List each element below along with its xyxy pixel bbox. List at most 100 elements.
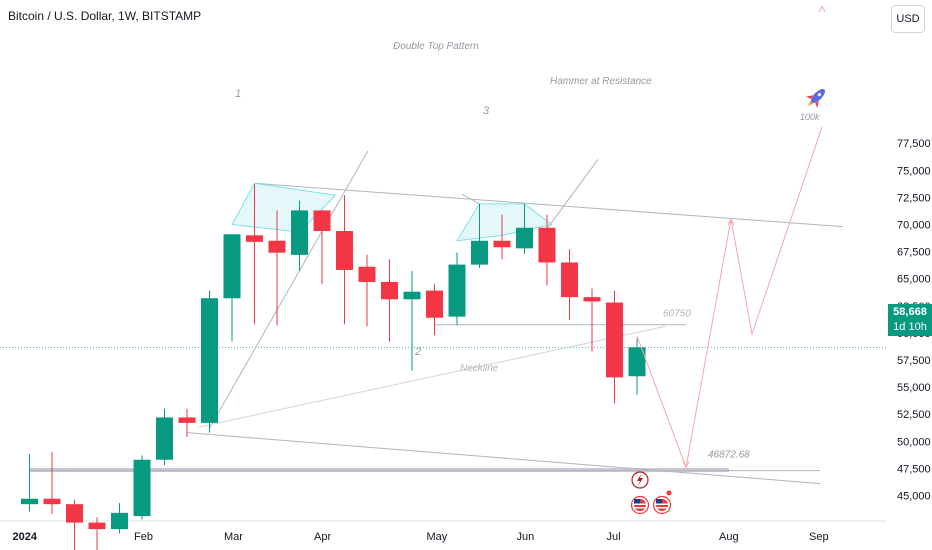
candle-body <box>358 266 376 282</box>
diagonal-line[interactable] <box>209 150 369 429</box>
candle[interactable] <box>156 408 173 466</box>
candle[interactable] <box>21 454 38 512</box>
candle-body <box>561 262 578 298</box>
x-tick-label: Jun <box>517 531 535 543</box>
candle[interactable] <box>606 290 623 404</box>
candle[interactable] <box>201 290 218 433</box>
resistance-trendline[interactable] <box>254 182 844 228</box>
flag-canton <box>634 499 640 504</box>
rocket-flame <box>808 100 814 106</box>
symbol-title[interactable]: Bitcoin / U.S. Dollar, 1W, BITSTAMP <box>8 9 202 23</box>
projection-arrowhead <box>727 217 735 226</box>
y-tick-label: 65,000 <box>897 274 931 286</box>
candle-body <box>471 240 488 265</box>
projection-path[interactable] <box>636 126 823 470</box>
candle[interactable] <box>223 234 241 342</box>
candle[interactable] <box>538 214 556 286</box>
candle-body <box>583 297 601 302</box>
candle-body <box>448 264 466 317</box>
candle-body <box>156 417 173 460</box>
candle-body <box>43 498 61 505</box>
candle[interactable] <box>246 184 263 325</box>
y-tick-label: 55,000 <box>897 382 931 394</box>
level-60750-label: 60750 <box>663 309 691 320</box>
last-price-badge: 58,668 1d 10h <box>888 304 932 336</box>
us-flag-event-icon[interactable] <box>630 495 650 515</box>
hammer-pointer-line <box>546 159 599 230</box>
candle[interactable] <box>583 288 601 352</box>
candle[interactable] <box>178 408 196 437</box>
y-tick-label: 45,000 <box>897 491 931 503</box>
y-tick-label: 70,000 <box>897 220 931 232</box>
candle[interactable] <box>471 203 488 268</box>
currency-button[interactable]: USD <box>891 5 925 33</box>
lightning-event-icon[interactable] <box>631 471 649 489</box>
candle-body <box>516 227 533 249</box>
candle-body <box>426 290 443 318</box>
candle-body <box>201 298 218 423</box>
candle[interactable] <box>336 195 353 325</box>
candle-body <box>493 240 511 248</box>
flag-canton <box>656 499 662 504</box>
projection-arrowhead <box>818 4 826 13</box>
candle[interactable] <box>628 338 646 395</box>
y-tick-label: 72,500 <box>897 192 931 204</box>
candle-body <box>538 227 556 263</box>
x-tick-label: May <box>427 531 448 543</box>
candle[interactable] <box>133 455 151 520</box>
drawing-layer-back: 46872.68 Neckline 60750 Double Top Pattern H… <box>29 41 844 485</box>
x-tick-label: Sep <box>809 531 829 543</box>
y-tick-label: 52,500 <box>897 409 931 421</box>
candle[interactable] <box>403 271 421 371</box>
candle[interactable] <box>426 284 443 336</box>
flag-stripe <box>656 503 668 505</box>
y-tick-label: 77,500 <box>897 138 931 150</box>
x-tick-label: Jul <box>607 531 621 543</box>
candle[interactable] <box>268 210 286 326</box>
rocket-fins <box>805 95 819 109</box>
us-flag-event-icon[interactable] <box>652 495 672 515</box>
pattern-title: Double Top Pattern <box>393 41 479 52</box>
candle[interactable] <box>43 452 61 514</box>
candle[interactable] <box>358 254 376 327</box>
candle-body <box>21 498 38 505</box>
time-axis[interactable]: 2024 Feb Mar Apr May Jun Jul Aug Sep <box>13 531 829 543</box>
x-tick-label: 2024 <box>13 531 38 543</box>
hammer-label: Hammer at Resistance <box>550 76 652 87</box>
drawing-layer-front: 100k <box>630 4 830 515</box>
candle[interactable] <box>381 259 398 342</box>
neckline-label: Neckline <box>460 363 499 374</box>
candle[interactable] <box>88 517 106 550</box>
pattern-peak-2[interactable] <box>456 203 553 242</box>
candle[interactable] <box>493 214 511 260</box>
candle[interactable] <box>111 503 128 534</box>
peak-2-label: 3 <box>483 105 490 117</box>
rocket-icon[interactable] <box>802 84 830 112</box>
x-tick-label: Mar <box>224 531 243 543</box>
candle-body <box>381 281 398 300</box>
y-tick-label: 47,500 <box>897 463 931 475</box>
flag-stripe <box>634 507 646 509</box>
candle-body <box>246 235 263 242</box>
candle[interactable] <box>516 203 533 254</box>
rocket-body <box>811 89 825 103</box>
candle[interactable] <box>561 249 578 320</box>
candle[interactable] <box>448 252 466 326</box>
x-tick-label: Aug <box>719 531 739 543</box>
y-tick-label: 57,500 <box>897 355 931 367</box>
candle[interactable] <box>291 200 308 272</box>
y-tick-label: 67,500 <box>897 247 931 259</box>
candle-body <box>403 291 421 300</box>
candle[interactable] <box>66 499 83 550</box>
pattern-connector <box>461 193 480 205</box>
candles <box>21 184 646 550</box>
neckline-line[interactable] <box>198 325 666 428</box>
peak-1-label: 1 <box>235 88 241 100</box>
bar-countdown: 1d 10h <box>893 321 927 333</box>
support-level-label: 46872.68 <box>708 450 750 461</box>
lower-trendline[interactable] <box>186 432 821 485</box>
lightning-event-glyph <box>637 474 643 486</box>
rocket-window <box>817 92 822 97</box>
candle[interactable] <box>313 210 331 285</box>
